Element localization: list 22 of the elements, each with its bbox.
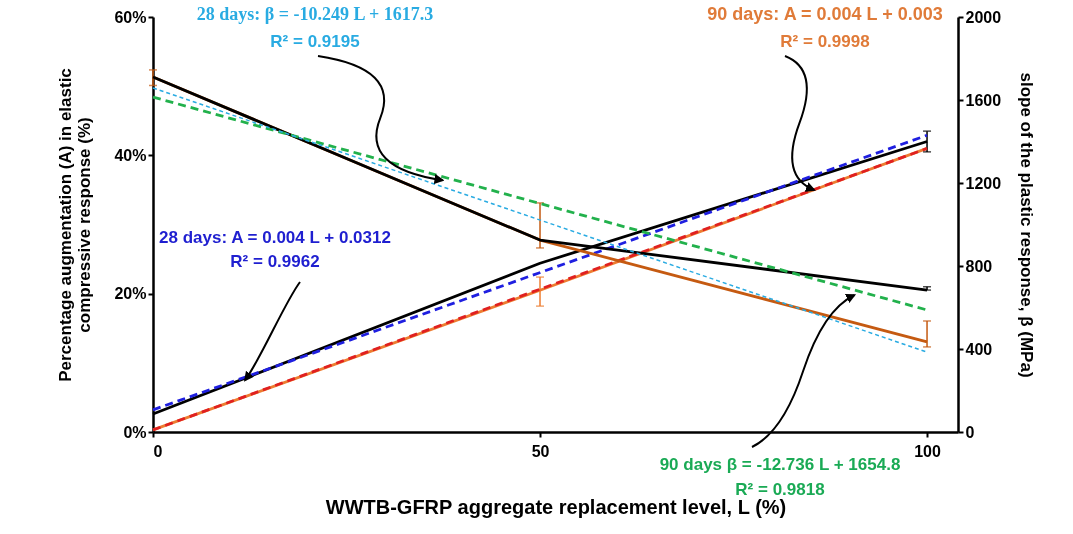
y-tick-label: 0% [123,423,147,441]
x-tick-label: 100 [914,442,941,460]
annotation: R² = 0.9998 [780,32,870,51]
y2-tick-label: 1200 [965,174,1002,192]
annotation: R² = 0.9962 [230,252,320,271]
y2-tick-label: 0 [965,423,975,441]
y-tick-label: 20% [114,285,147,303]
y-tick-label: 40% [114,146,147,164]
y2-tick-label: 800 [965,257,993,275]
y2-tick-label: 1600 [965,91,1002,109]
annotation: 28 days: β = -10.249 L + 1617.3 [196,4,434,24]
annotation: 90 days: A = 0.004 L + 0.003 [707,4,943,24]
y2-tick-label: 400 [965,340,993,358]
y-axis-title: Percentage augmentation (A) in elastic compressive response (%) [56,68,95,382]
y2-axis-title: slope of the plastic response, β (MPa) [1017,72,1037,378]
x-tick-label: 50 [531,442,550,460]
y-tick-label: 60% [114,8,147,26]
x-tick-label: 0 [153,442,163,460]
annotation: 28 days: A = 0.004 L + 0.0312 [159,228,391,247]
y2-tick-label: 2000 [965,8,1002,26]
annotation: 90 days β = -12.736 L + 1654.8 [659,455,901,474]
annotation: R² = 0.9195 [270,32,360,51]
